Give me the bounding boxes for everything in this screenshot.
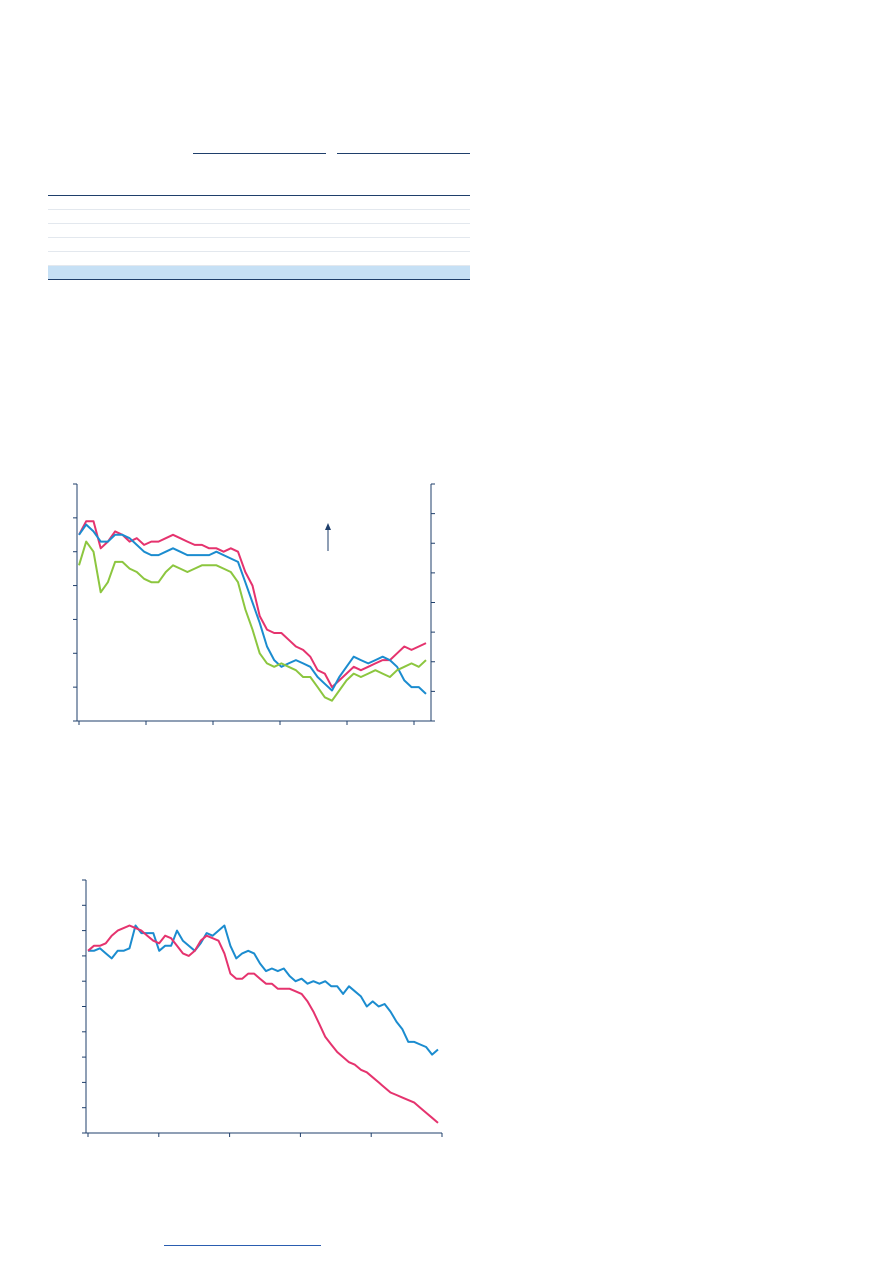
footnote-link-underline[interactable] xyxy=(164,1245,321,1246)
table-row xyxy=(48,210,470,224)
up-arrow-icon xyxy=(325,523,331,530)
chart-1 xyxy=(73,483,435,725)
table-header-rule-left xyxy=(193,153,326,154)
table-row xyxy=(48,238,470,252)
table-total-row xyxy=(48,266,470,280)
series-line-3 xyxy=(78,540,427,702)
table-top-rule xyxy=(48,195,470,196)
table-row xyxy=(48,252,470,266)
table-row xyxy=(48,224,470,238)
series-line-1 xyxy=(78,520,427,689)
table-header-rule-right xyxy=(337,153,470,154)
table-row xyxy=(48,196,470,210)
series-line-2 xyxy=(78,523,427,695)
series-line-1 xyxy=(88,924,439,1056)
data-table xyxy=(48,195,470,280)
series-line-2 xyxy=(87,924,439,1124)
